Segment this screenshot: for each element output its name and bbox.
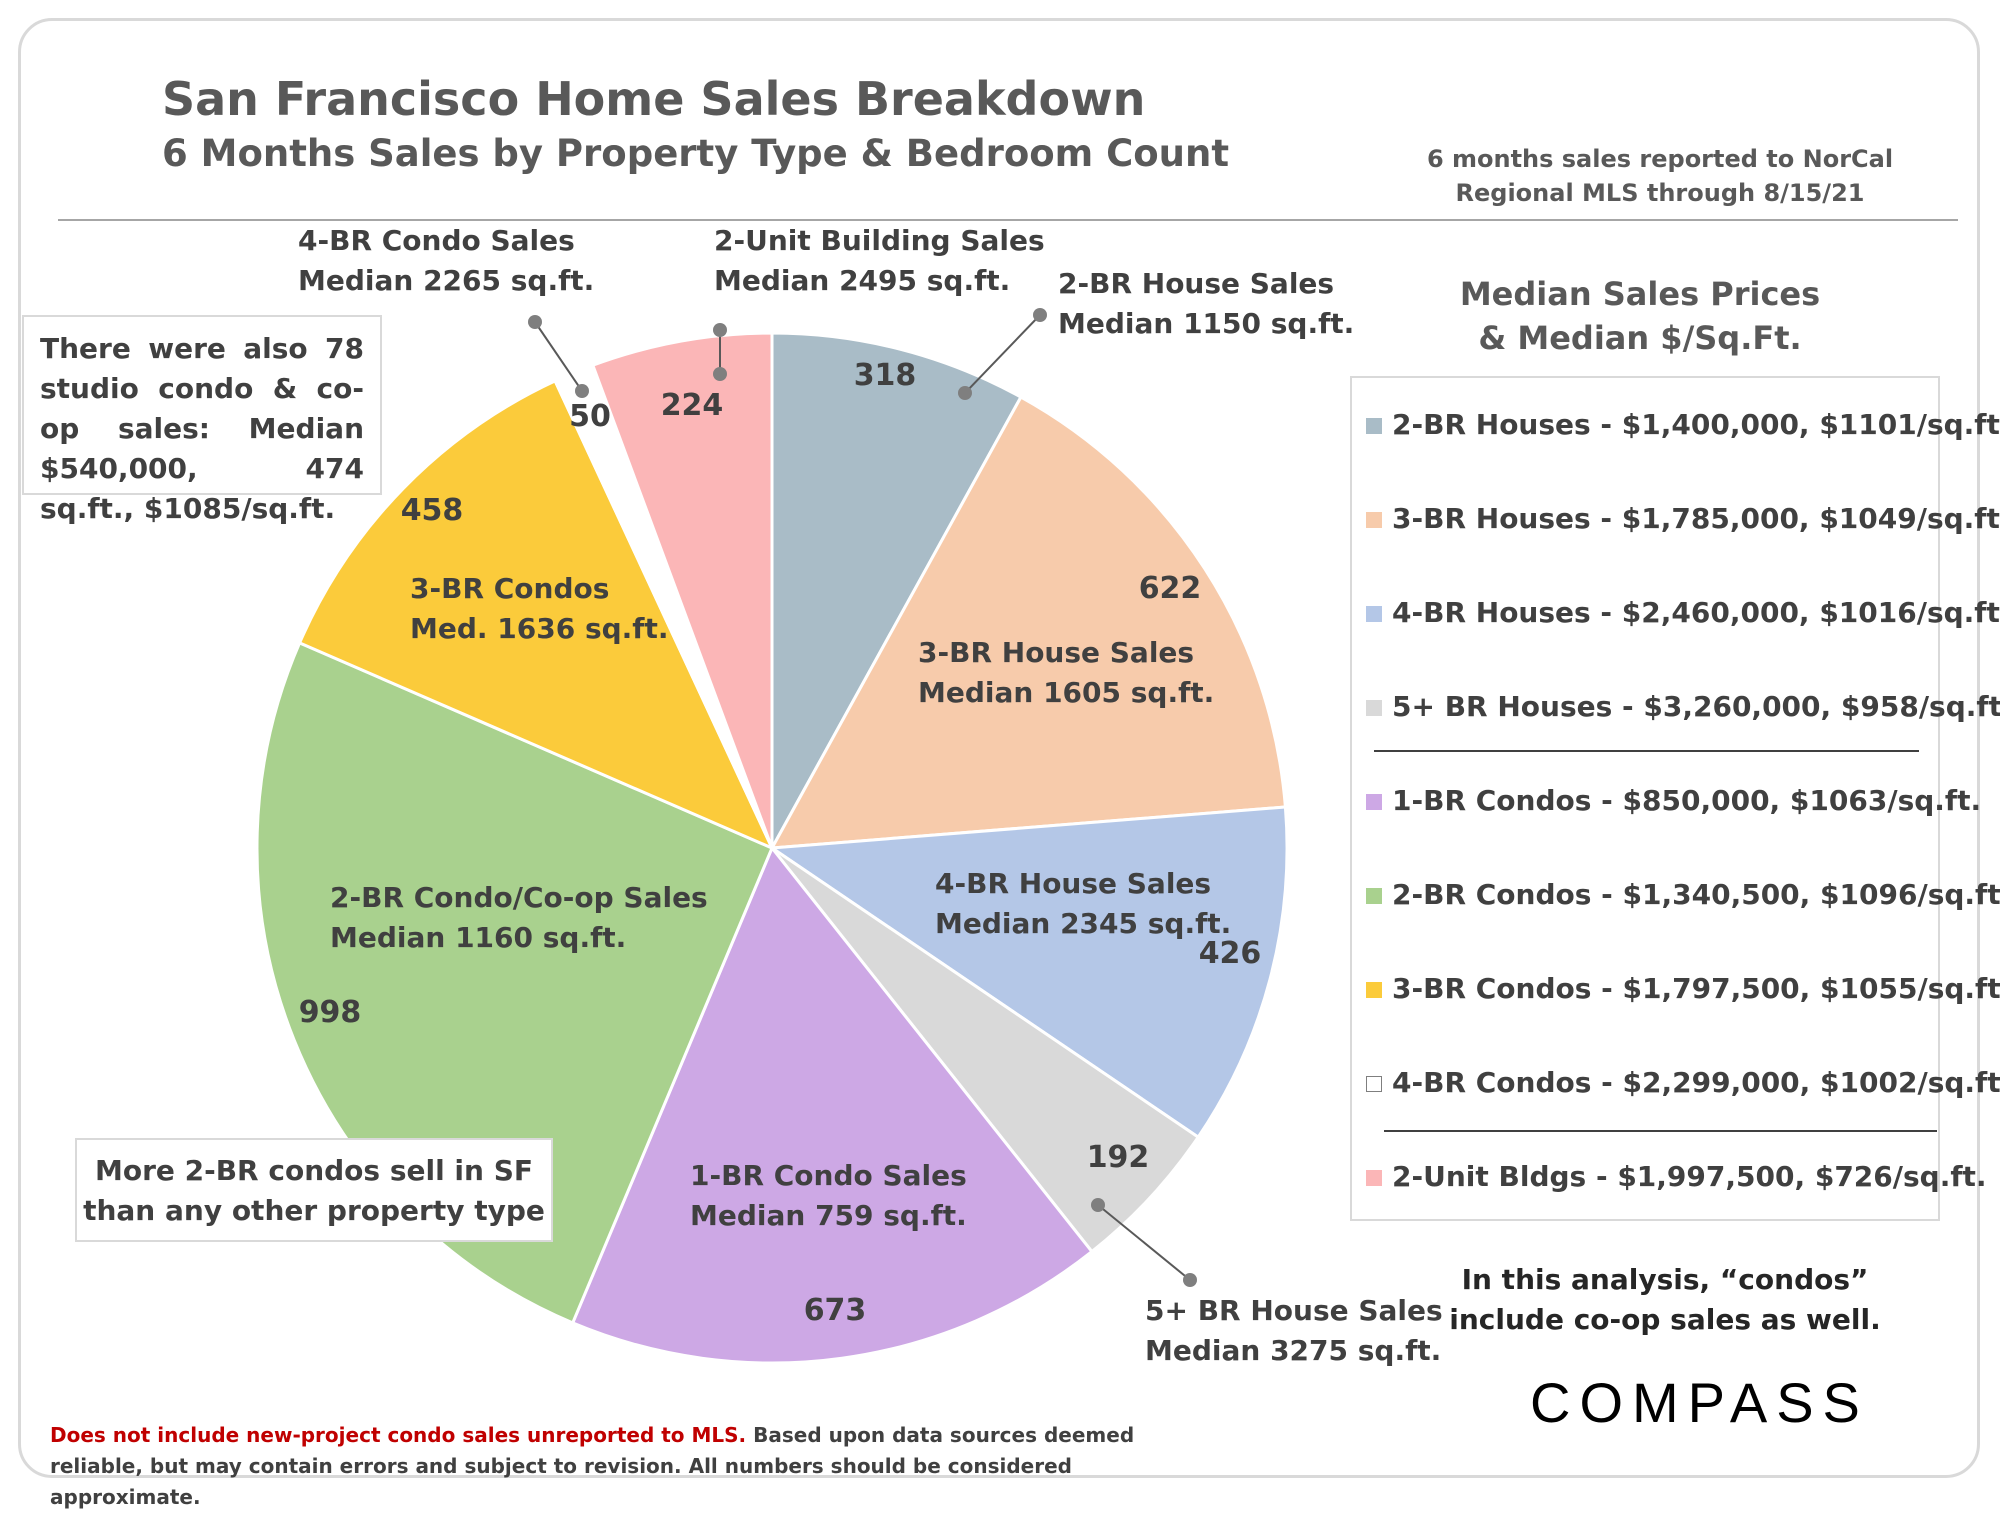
slice-value-label: 224 bbox=[661, 388, 724, 423]
condo-note: In this analysis, “condos” include co-op… bbox=[1425, 1260, 1905, 1340]
slice-category-label: 1-BR Condo Sales Median 759 sq.ft. bbox=[690, 1159, 967, 1232]
title-divider bbox=[58, 219, 1958, 221]
pie-slice-9 bbox=[590, 331, 774, 849]
pie-slice-5 bbox=[570, 845, 1095, 1365]
slice-value-label: 50 bbox=[569, 399, 611, 434]
leader-dot bbox=[1033, 308, 1047, 322]
leader-dot bbox=[528, 315, 542, 329]
slice-value-label: 426 bbox=[1199, 936, 1262, 971]
legend-swatch bbox=[1366, 418, 1382, 434]
leader-line bbox=[964, 314, 1041, 394]
legend-swatch bbox=[1366, 982, 1382, 998]
leader-dot bbox=[575, 384, 589, 398]
legend-item: 3-BR Houses - $1,785,000, $1049/sq.ft. bbox=[1366, 502, 2000, 535]
legend-item-label: 4-BR Condos - $2,299,000, $1002/sq.ft. bbox=[1392, 1066, 2000, 1099]
slice-category-label: 2-Unit Building Sales Median 2495 sq.ft. bbox=[714, 224, 1045, 297]
legend-swatch bbox=[1366, 888, 1382, 904]
leader-dot bbox=[1183, 1273, 1197, 1287]
leader-line bbox=[1097, 1204, 1191, 1281]
two-br-callout: More 2-BR condos sell in SF than any oth… bbox=[75, 1138, 553, 1242]
legend-item-label: 2-BR Condos - $1,340,500, $1096/sq.ft. bbox=[1392, 878, 2000, 911]
legend: 2-BR Houses - $1,400,000, $1101/sq.ft. 3-… bbox=[1350, 376, 2000, 1221]
slice-category-label: 2-BR Condo/Co-op Sales Median 1160 sq.ft. bbox=[330, 881, 708, 954]
legend-separator bbox=[1374, 750, 1919, 752]
leader-dot bbox=[1091, 1198, 1105, 1212]
legend-item: 2-Unit Bldgs - $1,997,500, $726/sq.ft. bbox=[1366, 1160, 1987, 1193]
slice-value-label: 458 bbox=[401, 493, 464, 528]
legend-title: Median Sales Prices & Median $/Sq.Ft. bbox=[1380, 272, 1900, 360]
two-br-callout-line2: than any other property type bbox=[83, 1194, 545, 1227]
legend-item: 3-BR Condos - $1,797,500, $1055/sq.ft. bbox=[1366, 972, 2000, 1005]
legend-item: 2-BR Condos - $1,340,500, $1096/sq.ft. bbox=[1366, 878, 2000, 911]
source-note: 6 months sales reported to NorCal Region… bbox=[1426, 145, 1894, 207]
legend-swatch bbox=[1366, 700, 1382, 716]
legend-item-label: 2-BR Houses - $1,400,000, $1101/sq.ft. bbox=[1392, 408, 2000, 441]
legend-swatch bbox=[1366, 794, 1382, 810]
leader-dot bbox=[713, 323, 727, 337]
two-br-callout-line1: More 2-BR condos sell in SF bbox=[94, 1154, 534, 1187]
slice-category-label: 3-BR House Sales Median 1605 sq.ft. bbox=[918, 636, 1214, 709]
legend-swatch bbox=[1366, 606, 1382, 622]
pie-slice-3 bbox=[767, 805, 1289, 1140]
legend-item-label: 1-BR Condos - $850,000, $1063/sq.ft. bbox=[1392, 784, 1982, 817]
legend-title-line1: Median Sales Prices bbox=[1459, 275, 1821, 313]
leader-dot bbox=[958, 386, 972, 400]
slice-category-label: 4-BR Condo Sales Median 2265 sq.ft. bbox=[298, 224, 594, 297]
slice-category-label: 4-BR House Sales Median 2345 sq.ft. bbox=[935, 867, 1231, 940]
legend-title-line2: & Median $/Sq.Ft. bbox=[1478, 319, 1802, 357]
legend-item-label: 3-BR Houses - $1,785,000, $1049/sq.ft. bbox=[1392, 502, 2000, 535]
disclaimer: Does not include new-project condo sales… bbox=[50, 1420, 1170, 1513]
legend-item: 5+ BR Houses - $3,260,000, $958/sq.ft. bbox=[1366, 690, 2000, 723]
slice-value-label: 192 bbox=[1087, 1140, 1150, 1175]
legend-item: 4-BR Condos - $2,299,000, $1002/sq.ft. bbox=[1366, 1066, 2000, 1099]
legend-separator bbox=[1384, 1130, 1937, 1132]
legend-item-label: 5+ BR Houses - $3,260,000, $958/sq.ft. bbox=[1392, 690, 2000, 723]
legend-item: 4-BR Houses - $2,460,000, $1016/sq.ft. bbox=[1366, 596, 2000, 629]
legend-item-label: 4-BR Houses - $2,460,000, $1016/sq.ft. bbox=[1392, 596, 2000, 629]
legend-swatch bbox=[1366, 512, 1382, 528]
legend-swatch bbox=[1366, 1076, 1382, 1092]
chart-subtitle: 6 Months Sales by Property Type & Bedroo… bbox=[162, 132, 1230, 175]
legend-item: 1-BR Condos - $850,000, $1063/sq.ft. bbox=[1366, 784, 1981, 817]
legend-item-label: 3-BR Condos - $1,797,500, $1055/sq.ft. bbox=[1392, 972, 2000, 1005]
slice-value-label: 622 bbox=[1139, 571, 1202, 606]
condo-note-line2: include co-op sales as well. bbox=[1449, 1303, 1881, 1336]
chart-frame bbox=[18, 18, 1980, 1478]
pie-slice-2 bbox=[769, 395, 1288, 850]
legend-item-label: 2-Unit Bldgs - $1,997,500, $726/sq.ft. bbox=[1392, 1160, 1987, 1193]
legend-item: 2-BR Houses - $1,400,000, $1101/sq.ft. bbox=[1366, 408, 2000, 441]
slice-category-label: 5+ BR House Sales Median 3275 sq.ft. bbox=[1145, 1294, 1443, 1367]
leader-dot bbox=[713, 367, 727, 381]
condo-note-line1: In this analysis, “condos” bbox=[1461, 1263, 1869, 1296]
pie-slice-4 bbox=[770, 846, 1201, 1254]
pie-slice-1 bbox=[770, 331, 1023, 849]
pie-slice-7 bbox=[297, 378, 776, 851]
leader-line bbox=[534, 321, 583, 392]
disclaimer-warning: Does not include new-project condo sales… bbox=[50, 1423, 747, 1447]
studio-callout: There were also 78 studio condo & co-op … bbox=[22, 315, 382, 525]
slice-value-label: 673 bbox=[804, 1293, 867, 1328]
slice-value-label: 318 bbox=[854, 358, 917, 393]
slice-category-label: 3-BR Condos Med. 1636 sq.ft. bbox=[410, 572, 669, 645]
compass-logo: COMPASS bbox=[1530, 1371, 1869, 1434]
legend-swatch bbox=[1366, 1170, 1382, 1186]
slice-value-label: 998 bbox=[299, 995, 362, 1030]
slice-category-label: 2-BR House Sales Median 1150 sq.ft. bbox=[1058, 267, 1354, 340]
chart-title: San Francisco Home Sales Breakdown bbox=[162, 72, 1146, 126]
